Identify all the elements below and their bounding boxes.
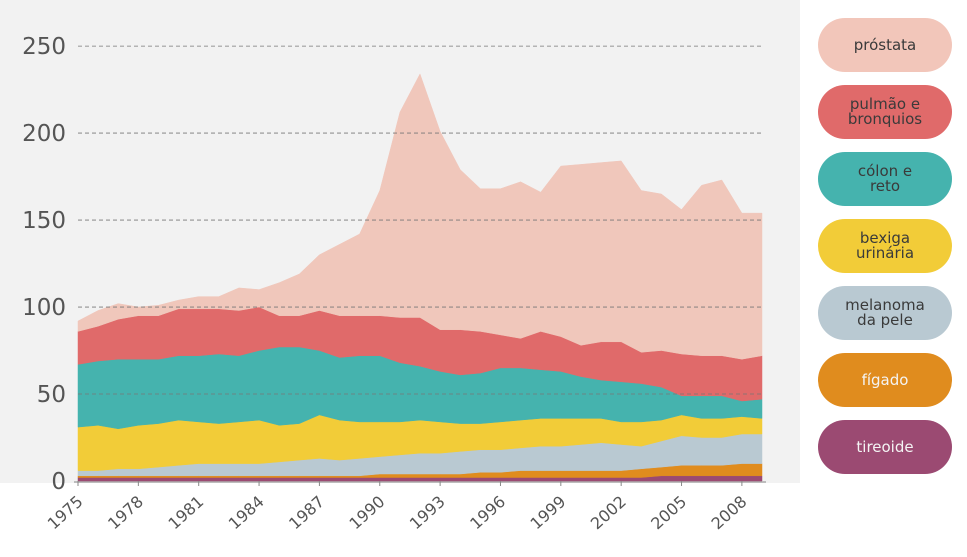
x-tick-label: 1987 [285, 492, 328, 533]
x-tick-label: 1993 [406, 492, 449, 533]
x-tick-label: 2005 [647, 492, 690, 533]
chart-area: 0 50 100 150 200 250 1975 1978 1981 1984 1987 1990 1… [0, 0, 800, 533]
y-tick-label: 150 [22, 208, 66, 234]
y-tick-label: 250 [22, 34, 66, 60]
legend-item-colon-e-reto[interactable]: cólon e reto [818, 152, 952, 206]
y-tick-label: 100 [22, 295, 66, 321]
x-tick-label: 2008 [708, 492, 751, 533]
legend-item-melanoma-da-pele[interactable]: melanoma da pele [818, 286, 952, 340]
y-tick-label: 0 [51, 469, 66, 495]
legend-item-prostata[interactable]: próstata [818, 18, 952, 72]
legend-item-bexiga-urinaria[interactable]: bexiga urinária [818, 219, 952, 273]
x-tick-label: 1984 [225, 492, 268, 533]
legend: próstata pulmão e bronquios cólon e reto… [808, 18, 958, 474]
x-tick-label: 1978 [104, 492, 147, 533]
x-tick-label: 1990 [345, 492, 388, 533]
area-series-prostata [77, 73, 763, 360]
x-tick-label: 2002 [587, 492, 630, 533]
legend-item-pulmao-e-bronquios[interactable]: pulmão e bronquios [818, 85, 952, 139]
y-tick-label: 200 [22, 121, 66, 147]
legend-item-tireoide[interactable]: tireoide [818, 420, 952, 474]
y-tick-label: 50 [37, 382, 66, 408]
x-tick-label: 1981 [164, 492, 207, 533]
x-tick-label: 1996 [466, 492, 509, 533]
legend-item-figado[interactable]: fígado [818, 353, 952, 407]
x-tick-label: 1999 [527, 492, 570, 533]
area-chart: 0 50 100 150 200 250 1975 1978 1981 1984 1987 1990 1… [0, 0, 800, 533]
x-tick-label: 1975 [44, 492, 87, 533]
